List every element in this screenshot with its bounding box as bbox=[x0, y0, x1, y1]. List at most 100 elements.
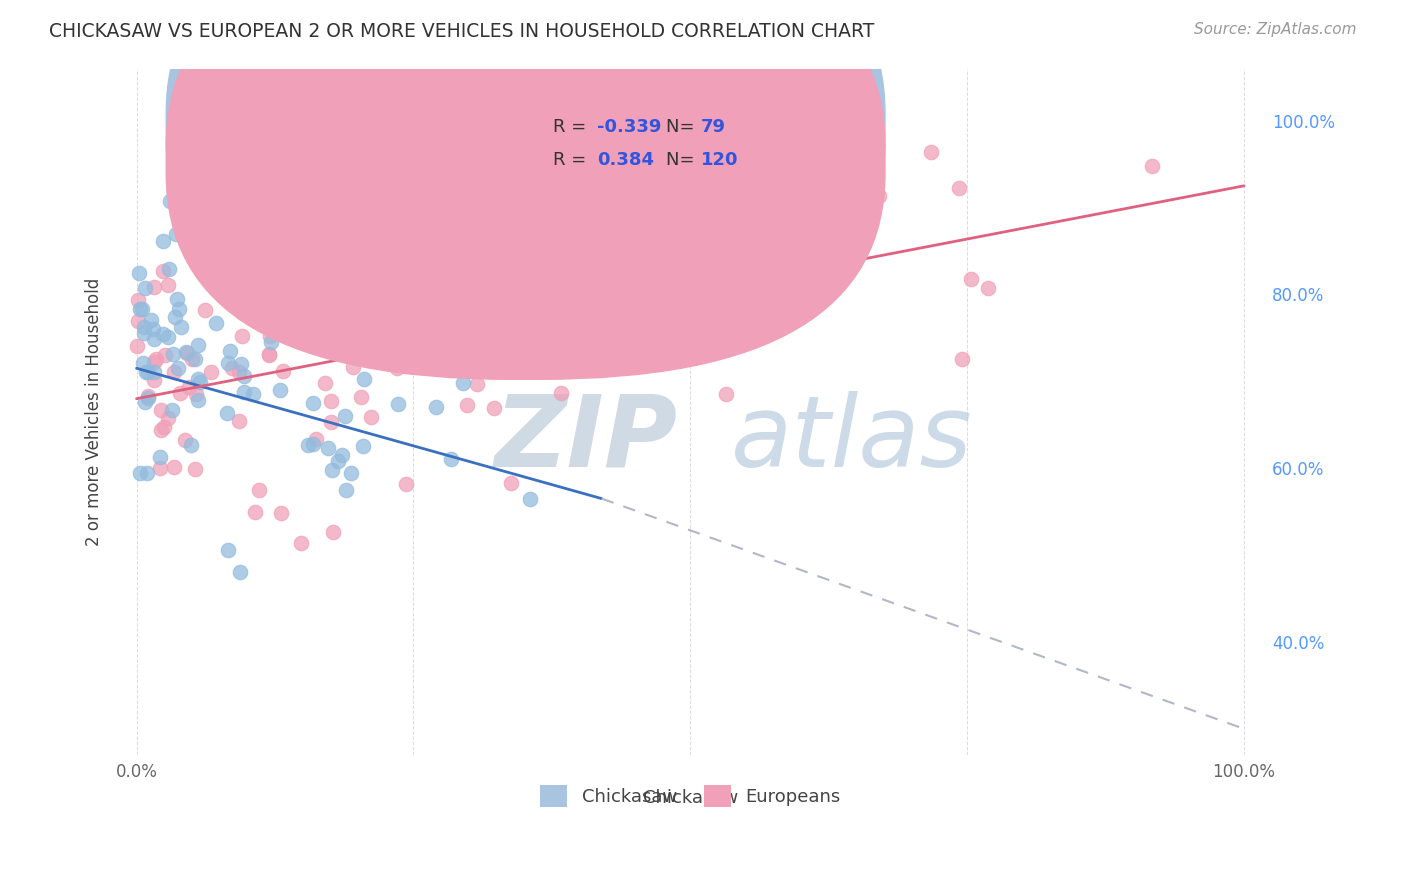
Point bbox=[314, 328, 336, 343]
FancyBboxPatch shape bbox=[166, 0, 884, 346]
Point bbox=[273, 310, 295, 325]
Point bbox=[801, 221, 824, 235]
Point bbox=[229, 565, 252, 579]
Point bbox=[180, 437, 202, 451]
Point bbox=[425, 401, 447, 415]
Point bbox=[262, 303, 284, 318]
Point bbox=[371, 282, 394, 296]
Point bbox=[285, 300, 308, 314]
Point bbox=[330, 274, 353, 288]
Point bbox=[240, 248, 263, 262]
Point bbox=[187, 338, 209, 352]
Text: ZIP: ZIP bbox=[495, 391, 678, 488]
Point bbox=[179, 380, 201, 394]
Point bbox=[550, 386, 572, 401]
Point bbox=[460, 301, 482, 316]
Point bbox=[219, 244, 242, 259]
Point bbox=[232, 385, 254, 400]
Point bbox=[555, 316, 578, 330]
Point bbox=[183, 462, 205, 476]
Point bbox=[247, 483, 270, 498]
Point bbox=[142, 322, 165, 336]
Point bbox=[290, 535, 312, 549]
Point bbox=[517, 360, 540, 375]
Point bbox=[323, 322, 346, 336]
Point bbox=[163, 310, 186, 325]
Point bbox=[728, 306, 751, 320]
Point bbox=[433, 336, 456, 351]
Point bbox=[162, 347, 184, 361]
Point bbox=[316, 237, 339, 252]
Point bbox=[184, 386, 207, 401]
Point bbox=[575, 236, 598, 251]
Point bbox=[260, 334, 283, 349]
Point bbox=[136, 389, 159, 403]
Point bbox=[131, 301, 153, 316]
Point bbox=[301, 307, 323, 321]
Point bbox=[273, 363, 295, 377]
Point bbox=[319, 393, 342, 408]
Point bbox=[659, 336, 682, 351]
Point bbox=[217, 543, 239, 558]
Point bbox=[302, 436, 325, 450]
Point bbox=[169, 319, 191, 334]
Point bbox=[950, 352, 973, 367]
Point bbox=[977, 280, 1000, 294]
Point bbox=[467, 301, 489, 316]
Point bbox=[332, 343, 354, 357]
Point bbox=[387, 397, 409, 411]
Point bbox=[174, 345, 197, 359]
Point bbox=[510, 290, 533, 304]
Point bbox=[231, 357, 253, 371]
Point bbox=[650, 198, 672, 212]
Point bbox=[501, 476, 523, 491]
Point bbox=[257, 347, 280, 361]
Point bbox=[229, 298, 252, 312]
Point bbox=[367, 288, 389, 302]
Text: 0.384: 0.384 bbox=[598, 151, 654, 169]
Point bbox=[920, 145, 942, 160]
Point bbox=[157, 411, 180, 425]
Point bbox=[142, 354, 165, 368]
Point bbox=[499, 278, 522, 293]
Point bbox=[165, 227, 187, 241]
Point bbox=[127, 293, 149, 307]
Point bbox=[149, 461, 172, 475]
Text: N=: N= bbox=[666, 118, 700, 136]
Text: R =: R = bbox=[553, 151, 592, 169]
Point bbox=[153, 419, 176, 434]
Point bbox=[132, 326, 155, 341]
Point bbox=[352, 314, 374, 328]
Point bbox=[157, 330, 180, 344]
Point bbox=[541, 281, 564, 295]
Point bbox=[297, 438, 319, 452]
FancyBboxPatch shape bbox=[166, 0, 884, 379]
Point bbox=[575, 172, 598, 186]
Point bbox=[681, 238, 703, 252]
Point bbox=[352, 439, 374, 453]
Point bbox=[519, 491, 541, 506]
Point bbox=[347, 218, 370, 232]
Point bbox=[527, 358, 550, 372]
Point bbox=[350, 390, 373, 404]
Point bbox=[321, 462, 343, 476]
Point bbox=[516, 268, 538, 282]
Point bbox=[176, 345, 198, 359]
Point bbox=[481, 295, 503, 310]
Point bbox=[205, 246, 228, 260]
Point bbox=[441, 362, 464, 376]
Point bbox=[352, 299, 374, 313]
Text: atlas: atlas bbox=[731, 391, 972, 488]
Point bbox=[129, 301, 152, 316]
Point bbox=[481, 211, 503, 225]
Text: -0.339: -0.339 bbox=[598, 118, 661, 136]
Point bbox=[152, 235, 174, 249]
Point bbox=[219, 344, 242, 359]
Point bbox=[157, 262, 180, 277]
Point bbox=[318, 326, 340, 340]
Point bbox=[305, 432, 328, 446]
Text: CHICKASAW VS EUROPEAN 2 OR MORE VEHICLES IN HOUSEHOLD CORRELATION CHART: CHICKASAW VS EUROPEAN 2 OR MORE VEHICLES… bbox=[49, 22, 875, 41]
Point bbox=[948, 181, 970, 195]
Point bbox=[152, 326, 174, 341]
Point bbox=[540, 274, 562, 288]
